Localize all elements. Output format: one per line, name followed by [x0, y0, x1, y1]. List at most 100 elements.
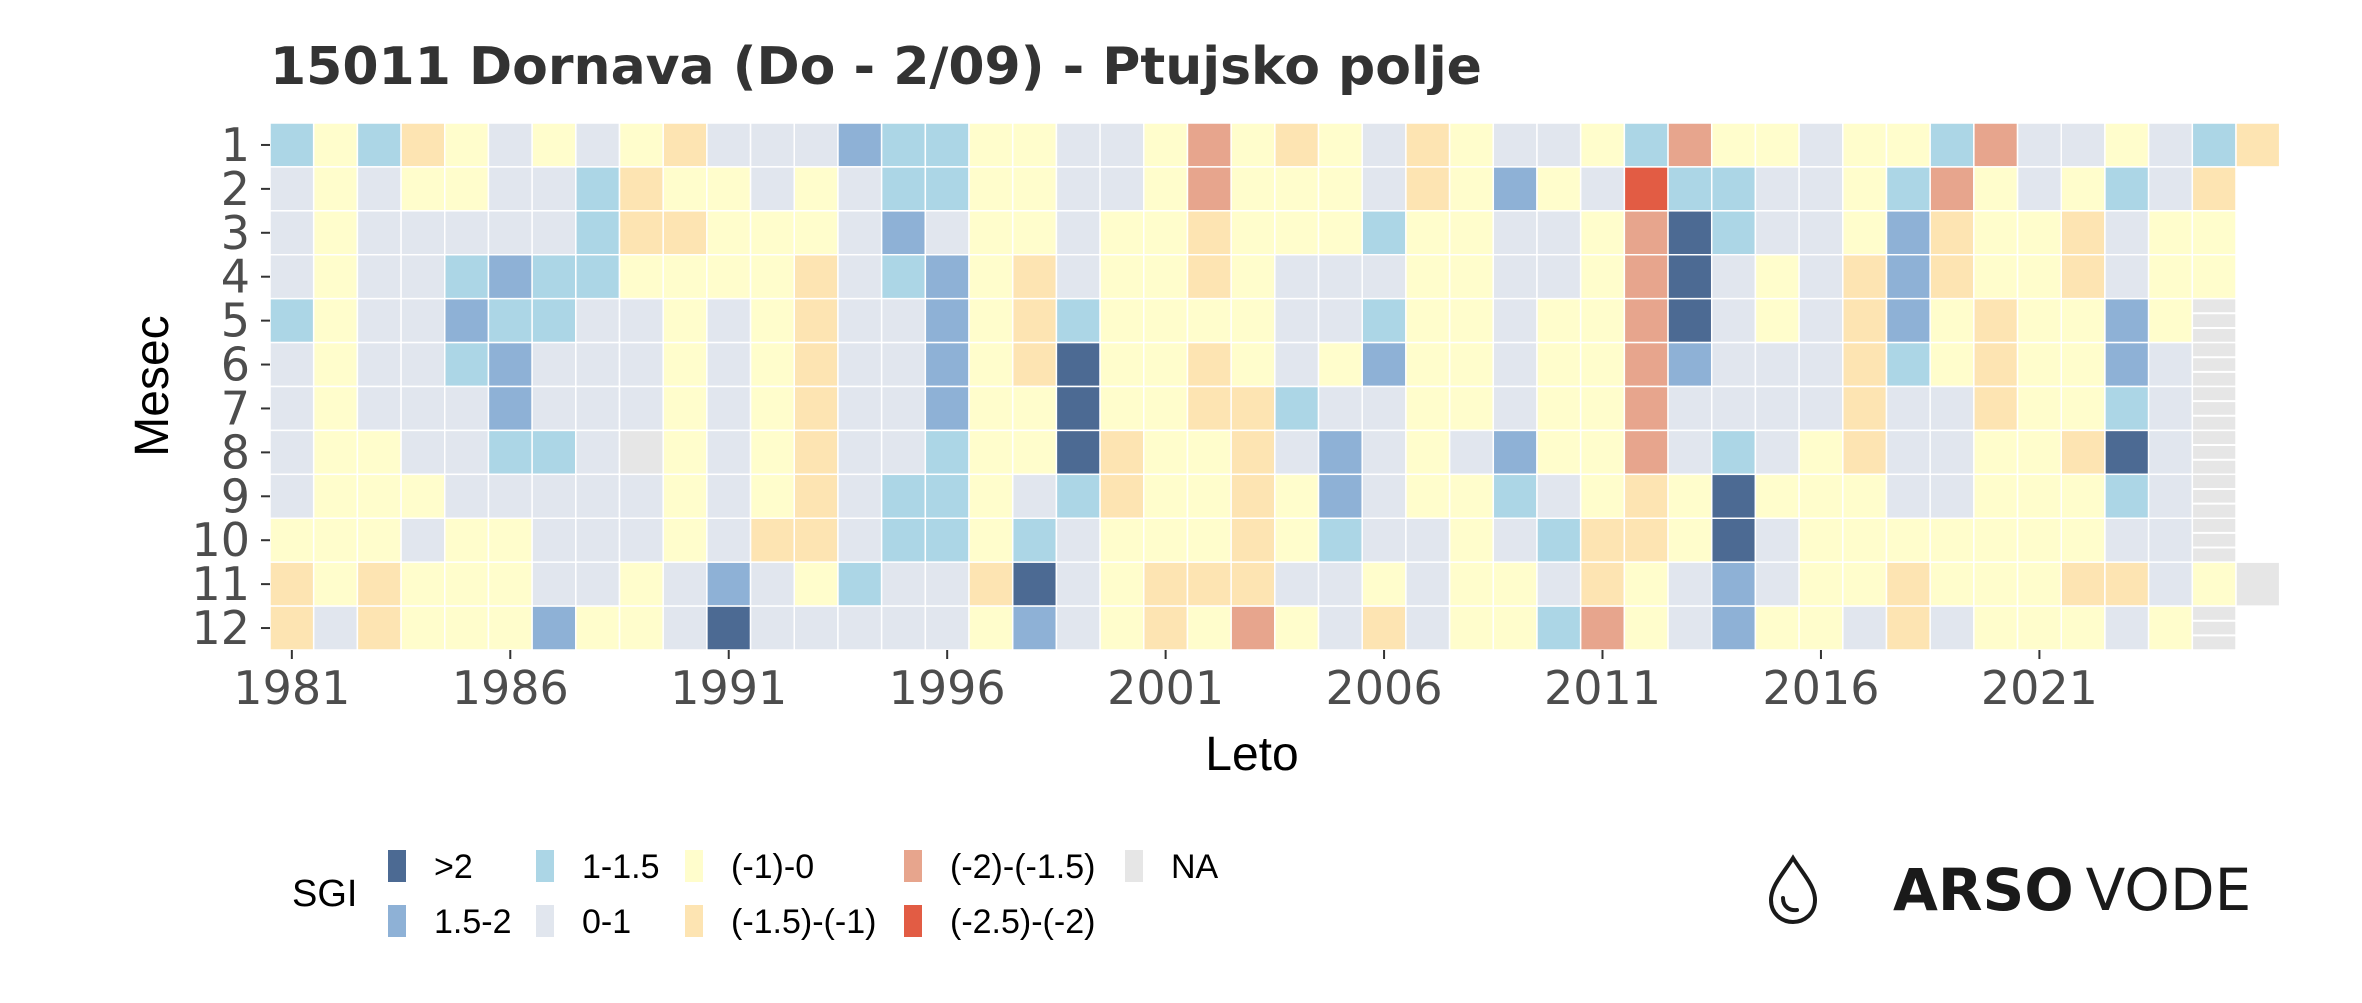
heatmap-cell — [269, 297, 315, 344]
heatmap-cell — [793, 473, 839, 520]
heatmap-cell — [1448, 473, 1495, 520]
heatmap-cell — [749, 341, 796, 388]
y-tick-label: 9 — [221, 469, 250, 523]
heatmap-cell — [1667, 605, 1713, 651]
heatmap-cell — [924, 561, 970, 607]
heatmap-cell — [2060, 517, 2106, 563]
heatmap-cell — [1361, 341, 1407, 388]
heatmap-cell — [487, 254, 533, 300]
y-tick-label: 10 — [191, 513, 250, 567]
heatmap-cell — [1230, 341, 1276, 388]
legend-swatch — [536, 850, 554, 882]
heatmap-cell — [1754, 254, 1800, 300]
heatmap-cell — [1055, 429, 1101, 476]
heatmap-cell — [356, 341, 402, 388]
heatmap-cell — [487, 517, 533, 563]
heatmap-cell — [1929, 473, 1975, 520]
heatmap-cell — [1143, 341, 1189, 388]
heatmap-cell — [1143, 122, 1189, 168]
heatmap-cell — [749, 517, 796, 563]
heatmap-cell — [531, 297, 577, 344]
heatmap-cell — [2191, 341, 2237, 388]
heatmap-cell — [1798, 341, 1844, 388]
heatmap-cell — [531, 385, 577, 432]
heatmap-cell — [1710, 473, 1757, 520]
heatmap-cell — [1230, 473, 1276, 520]
x-axis-label: Leto — [1205, 728, 1298, 781]
heatmap-cell — [1405, 122, 1451, 168]
heatmap-cell — [1973, 385, 2019, 432]
heatmap-cell — [1186, 385, 1232, 432]
heatmap-cell — [1405, 210, 1451, 256]
heatmap-cell — [1929, 561, 1975, 607]
heatmap-cell — [1361, 166, 1407, 212]
heatmap-cell — [312, 297, 359, 344]
heatmap-cell — [1186, 166, 1232, 212]
heatmap-cell — [1361, 254, 1407, 300]
heatmap-cell — [837, 561, 883, 607]
heatmap-cell — [880, 210, 927, 256]
heatmap-cell — [1579, 122, 1626, 168]
heatmap-cell — [793, 561, 839, 607]
heatmap-cell — [2060, 210, 2106, 256]
x-tick-label: 2021 — [1981, 661, 2098, 715]
heatmap-cell — [1492, 385, 1538, 432]
heatmap-cell — [356, 297, 402, 344]
heatmap-cell — [1448, 122, 1495, 168]
heatmap-cell — [1448, 561, 1495, 607]
heatmap-cell — [1055, 254, 1101, 300]
heatmap-cell — [2016, 385, 2062, 432]
heatmap-cell — [1274, 254, 1320, 300]
heatmap-cell — [400, 166, 446, 212]
heatmap-cell — [1623, 341, 1669, 388]
heatmap-cell — [531, 341, 577, 388]
heatmap-cell — [1710, 122, 1757, 168]
heatmap-cell — [1973, 473, 2019, 520]
heatmap-cell — [749, 561, 796, 607]
heatmap-cell — [531, 605, 577, 651]
heatmap-cell — [487, 122, 533, 168]
heatmap-cell — [1274, 341, 1320, 388]
heatmap-cell — [1798, 210, 1844, 256]
heatmap-cell — [1929, 517, 1975, 563]
heatmap-cell — [1448, 210, 1495, 256]
heatmap-cell — [1710, 429, 1757, 476]
heatmap-cell — [880, 297, 927, 344]
heatmap-cell — [880, 605, 927, 651]
heatmap-cell — [706, 210, 752, 256]
heatmap-cell — [1143, 561, 1189, 607]
heatmap-cell — [1929, 605, 1975, 651]
x-tick-label: 2011 — [1544, 661, 1661, 715]
heatmap-cell — [968, 254, 1014, 300]
heatmap-cell — [837, 517, 883, 563]
heatmap-cell — [575, 605, 621, 651]
heatmap-cell — [531, 517, 577, 563]
heatmap-cell — [662, 473, 708, 520]
heatmap-cell — [531, 429, 577, 476]
heatmap-cell — [2104, 385, 2150, 432]
heatmap-cell — [1143, 517, 1189, 563]
heatmap-cell — [1842, 297, 1888, 344]
heatmap-cell — [1885, 429, 1931, 476]
heatmap-cell — [1667, 210, 1713, 256]
heatmap-cell — [269, 429, 315, 476]
heatmap-cell — [444, 341, 490, 388]
heatmap-cell — [312, 473, 359, 520]
heatmap-cell — [837, 166, 883, 212]
heatmap-cell — [1798, 517, 1844, 563]
heatmap-cell — [968, 429, 1014, 476]
heatmap-cell — [1230, 210, 1276, 256]
heatmap-cell — [269, 254, 315, 300]
heatmap-cell — [1055, 561, 1101, 607]
heatmap-cell — [1973, 254, 2019, 300]
heatmap-cell — [1186, 341, 1232, 388]
heatmap-cell — [1973, 166, 2019, 212]
heatmap-cell — [1230, 385, 1276, 432]
heatmap-cell — [1492, 605, 1538, 651]
heatmap-cell — [1361, 561, 1407, 607]
logo-text: ARSO VODE — [1893, 856, 2251, 924]
heatmap-cell — [269, 341, 315, 388]
heatmap-cell — [1230, 429, 1276, 476]
